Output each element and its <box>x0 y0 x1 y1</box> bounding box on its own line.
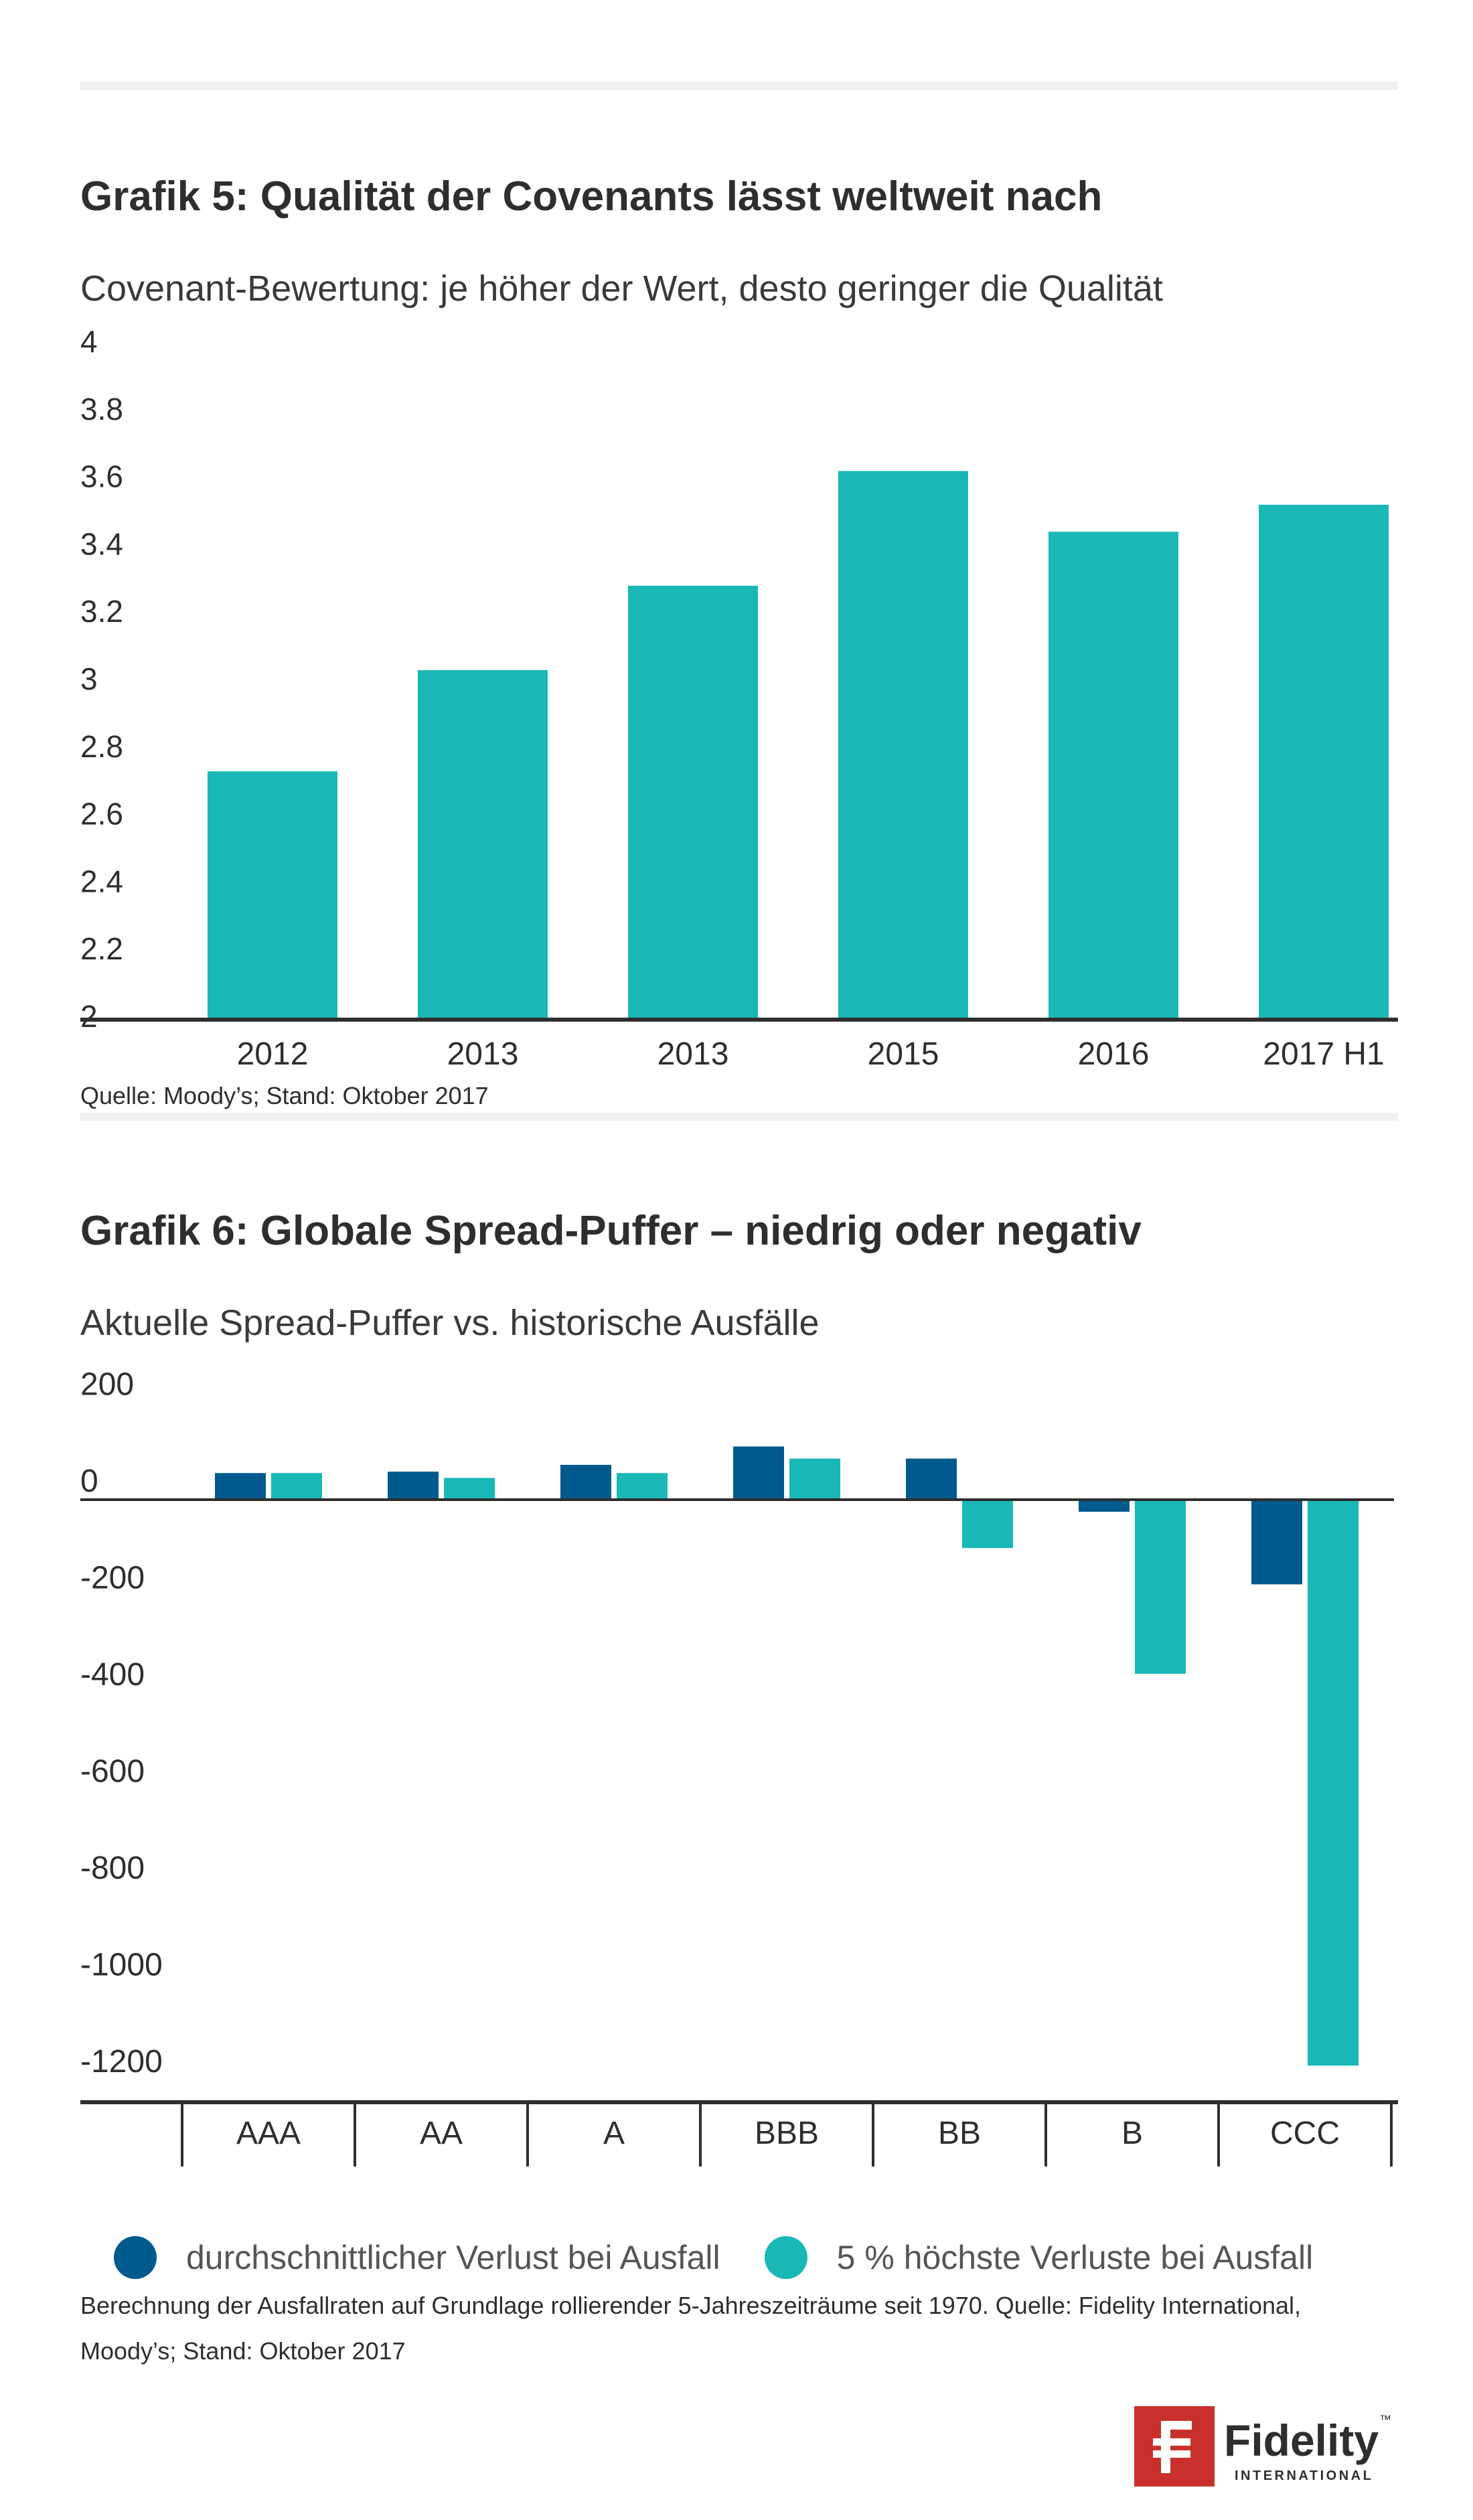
bar-aaa-series1 <box>215 1473 266 1500</box>
bar-bbb-series2 <box>789 1458 840 1500</box>
x-tick-label: 2015 <box>868 1036 939 1072</box>
y-tick-label: 3.8 <box>80 392 123 426</box>
x-tick-label: BB <box>938 2116 981 2151</box>
bar-2013 <box>628 585 758 1018</box>
y-tick-label: -200 <box>80 1561 145 1596</box>
x-tick-label: BBB <box>755 2116 819 2151</box>
y-tick-label: 3 <box>80 661 98 696</box>
x-tick-label: 2013 <box>447 1036 519 1072</box>
bar-ccc-series2 <box>1308 1500 1359 2066</box>
x-tick-label: 2013 <box>657 1036 729 1072</box>
chart6-footnote: Berechnung der Ausfallraten auf Grundlag… <box>80 2292 1302 2365</box>
legend-swatch-series2 <box>764 2236 807 2279</box>
logo-tagline: INTERNATIONAL <box>1235 2468 1373 2483</box>
legend-swatch-series1 <box>114 2236 157 2279</box>
y-tick-label: -400 <box>80 1657 145 1692</box>
fidelity-logo: Fidelity ™ INTERNATIONAL <box>1134 2406 1391 2487</box>
chart6-title: Grafik 6: Globale Spread-Puffer – niedri… <box>80 1208 1142 1254</box>
x-tick-label: 2017 H1 <box>1263 1036 1384 1072</box>
legend-label-series1: durchschnittlicher Verlust bei Ausfall <box>186 2239 720 2276</box>
y-tick-label: 3.2 <box>80 594 123 629</box>
x-tick-label: B <box>1121 2116 1143 2151</box>
legend-label-series2: 5 % höchste Verluste bei Ausfall <box>836 2239 1314 2276</box>
y-tick-label: 2 <box>80 999 98 1034</box>
bar-2017-h1 <box>1259 504 1389 1018</box>
logo-badge <box>1134 2406 1215 2487</box>
y-tick-label: 4 <box>80 324 98 359</box>
x-tick-label: AAA <box>236 2116 301 2151</box>
bar-bbb-series1 <box>733 1446 784 1500</box>
bar-2016 <box>1049 532 1178 1018</box>
chart5-source: Quelle: Moody’s; Stand: Oktober 2017 <box>80 1082 489 1109</box>
y-tick-label: 2.6 <box>80 797 123 832</box>
y-tick-label: 3.4 <box>80 526 123 561</box>
x-tick-label: AA <box>420 2116 463 2151</box>
x-tick-label: CCC <box>1270 2116 1340 2151</box>
middle-divider <box>80 1113 1398 1121</box>
bar-ccc-series1 <box>1251 1500 1302 1585</box>
y-tick-label: -800 <box>80 1850 145 1886</box>
x-tick-label: 2016 <box>1078 1036 1150 1072</box>
y-tick-label: 3.6 <box>80 459 123 494</box>
y-tick-label: -1000 <box>80 1948 163 1983</box>
chart5-subtitle: Covenant-Bewertung: je höher der Wert, d… <box>80 268 1163 309</box>
bar-aa-series2 <box>444 1478 495 1500</box>
x-tick-label: A <box>603 2116 625 2151</box>
y-tick-label: 200 <box>80 1367 134 1403</box>
y-tick-label: 2.8 <box>80 729 123 764</box>
chart6-legend: durchschnittlicher Verlust bei Ausfall 5… <box>114 2231 1313 2284</box>
bar-aa-series1 <box>388 1472 439 1500</box>
bar-2012 <box>208 771 337 1018</box>
bar-aaa-series2 <box>271 1473 322 1500</box>
x-tick-label: 2012 <box>237 1036 309 1072</box>
logo-tm: ™ <box>1379 2413 1391 2426</box>
top-divider <box>80 82 1398 90</box>
bar-b-series2 <box>1135 1500 1186 1674</box>
bar-bb-series2 <box>962 1500 1013 1549</box>
y-tick-label: -1200 <box>80 2044 163 2079</box>
y-tick-label: -600 <box>80 1754 145 1790</box>
chart6-subtitle: Aktuelle Spread-Puffer vs. historische A… <box>80 1303 820 1343</box>
logo-f-mark-icon <box>1153 2421 1192 2473</box>
bar-b-series1 <box>1079 1500 1130 1512</box>
y-tick-label: 2.4 <box>80 864 123 898</box>
logo-wordmark: Fidelity <box>1224 2416 1379 2465</box>
y-tick-label: 2.2 <box>80 931 123 966</box>
bar-a-series2 <box>617 1473 668 1500</box>
chart5-plot: 4 3.8 3.6 3.4 3.2 3 2.8 2.6 2.4 2.2 2 2012 2013 2013 2… <box>80 324 1398 1072</box>
chart5-title: Grafik 5: Qualität der Covenants lässt w… <box>80 173 1103 220</box>
bar-a-series1 <box>560 1464 611 1500</box>
bar-2015 <box>838 471 968 1018</box>
bar-bb-series1 <box>906 1458 957 1500</box>
y-tick-label: 0 <box>80 1464 98 1499</box>
bar-2013 <box>418 670 548 1018</box>
